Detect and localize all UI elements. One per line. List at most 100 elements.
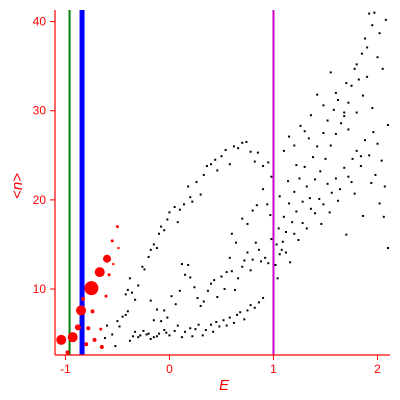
black-point <box>241 217 244 220</box>
black-point <box>343 166 346 169</box>
black-point <box>237 277 240 280</box>
black-point <box>173 329 176 332</box>
black-point <box>249 269 252 272</box>
black-point <box>152 336 155 339</box>
black-point <box>253 306 256 309</box>
black-point <box>180 263 183 266</box>
black-point <box>291 221 294 224</box>
black-point <box>386 124 389 126</box>
red-point <box>65 350 70 355</box>
black-point <box>274 263 277 266</box>
black-point <box>270 238 273 241</box>
black-point <box>301 222 304 225</box>
black-point <box>216 169 219 172</box>
black-point <box>220 155 223 158</box>
black-point <box>189 327 192 330</box>
black-point <box>158 332 161 335</box>
black-point <box>322 203 325 206</box>
black-point <box>235 241 238 244</box>
black-point <box>212 330 215 333</box>
black-point <box>266 203 269 206</box>
black-point <box>262 296 265 299</box>
black-point <box>225 324 228 327</box>
black-point <box>353 67 356 70</box>
black-point <box>195 181 198 184</box>
black-point <box>134 298 137 301</box>
black-point <box>249 150 252 153</box>
black-point <box>137 284 140 287</box>
black-point <box>347 128 350 131</box>
red-point <box>90 309 95 314</box>
black-point <box>319 170 322 173</box>
black-point <box>355 63 358 66</box>
black-point <box>370 181 373 184</box>
black-point <box>280 248 283 251</box>
black-point <box>134 330 137 333</box>
black-point <box>160 225 163 228</box>
black-point <box>236 313 239 316</box>
black-point <box>126 288 129 291</box>
black-point <box>149 337 152 340</box>
black-point <box>128 339 131 342</box>
black-point <box>305 227 308 230</box>
black-point <box>220 275 223 278</box>
black-point <box>194 328 197 331</box>
black-point <box>314 178 317 181</box>
y-tick-label: 10 <box>33 282 47 296</box>
black-point <box>232 321 235 324</box>
black-point <box>264 256 267 259</box>
black-point <box>210 163 213 166</box>
x-tick-label: 2 <box>374 362 381 376</box>
black-point <box>163 329 166 332</box>
black-point <box>205 165 208 168</box>
black-point <box>158 232 161 235</box>
black-point <box>222 319 225 322</box>
black-point <box>314 212 317 215</box>
black-point <box>210 282 213 285</box>
black-point <box>278 253 281 256</box>
black-point <box>170 295 173 298</box>
red-point <box>107 273 111 277</box>
black-point <box>253 160 256 163</box>
red-point-series <box>56 225 120 355</box>
black-point <box>174 303 177 306</box>
black-point <box>270 175 273 178</box>
black-point <box>166 218 169 221</box>
black-point <box>326 182 329 185</box>
black-point <box>152 319 155 322</box>
black-point <box>111 333 114 336</box>
black-point <box>386 247 389 250</box>
black-point <box>282 215 285 218</box>
black-point <box>257 248 260 251</box>
black-point <box>378 32 381 35</box>
black-point <box>361 214 364 217</box>
black-point <box>360 52 363 55</box>
black-point-series <box>103 11 389 348</box>
black-point <box>246 222 249 225</box>
black-point <box>193 286 196 289</box>
red-point <box>94 267 105 278</box>
black-point <box>206 289 209 292</box>
black-point <box>372 131 375 134</box>
black-point <box>155 247 158 250</box>
black-point <box>305 185 308 188</box>
black-point <box>239 311 242 314</box>
black-point <box>183 203 186 206</box>
black-point <box>189 276 192 279</box>
black-point <box>307 137 310 140</box>
black-point <box>364 139 367 142</box>
black-point <box>166 316 169 319</box>
black-point <box>230 232 233 235</box>
axes <box>54 10 390 356</box>
black-point <box>382 215 385 218</box>
black-point <box>118 325 121 328</box>
black-point <box>316 93 319 96</box>
black-point <box>163 309 166 312</box>
black-point <box>196 296 199 299</box>
black-point <box>275 243 278 246</box>
black-point <box>215 321 218 324</box>
black-point <box>303 130 306 133</box>
black-point <box>357 78 360 81</box>
black-point <box>308 197 311 200</box>
black-point <box>155 335 158 338</box>
